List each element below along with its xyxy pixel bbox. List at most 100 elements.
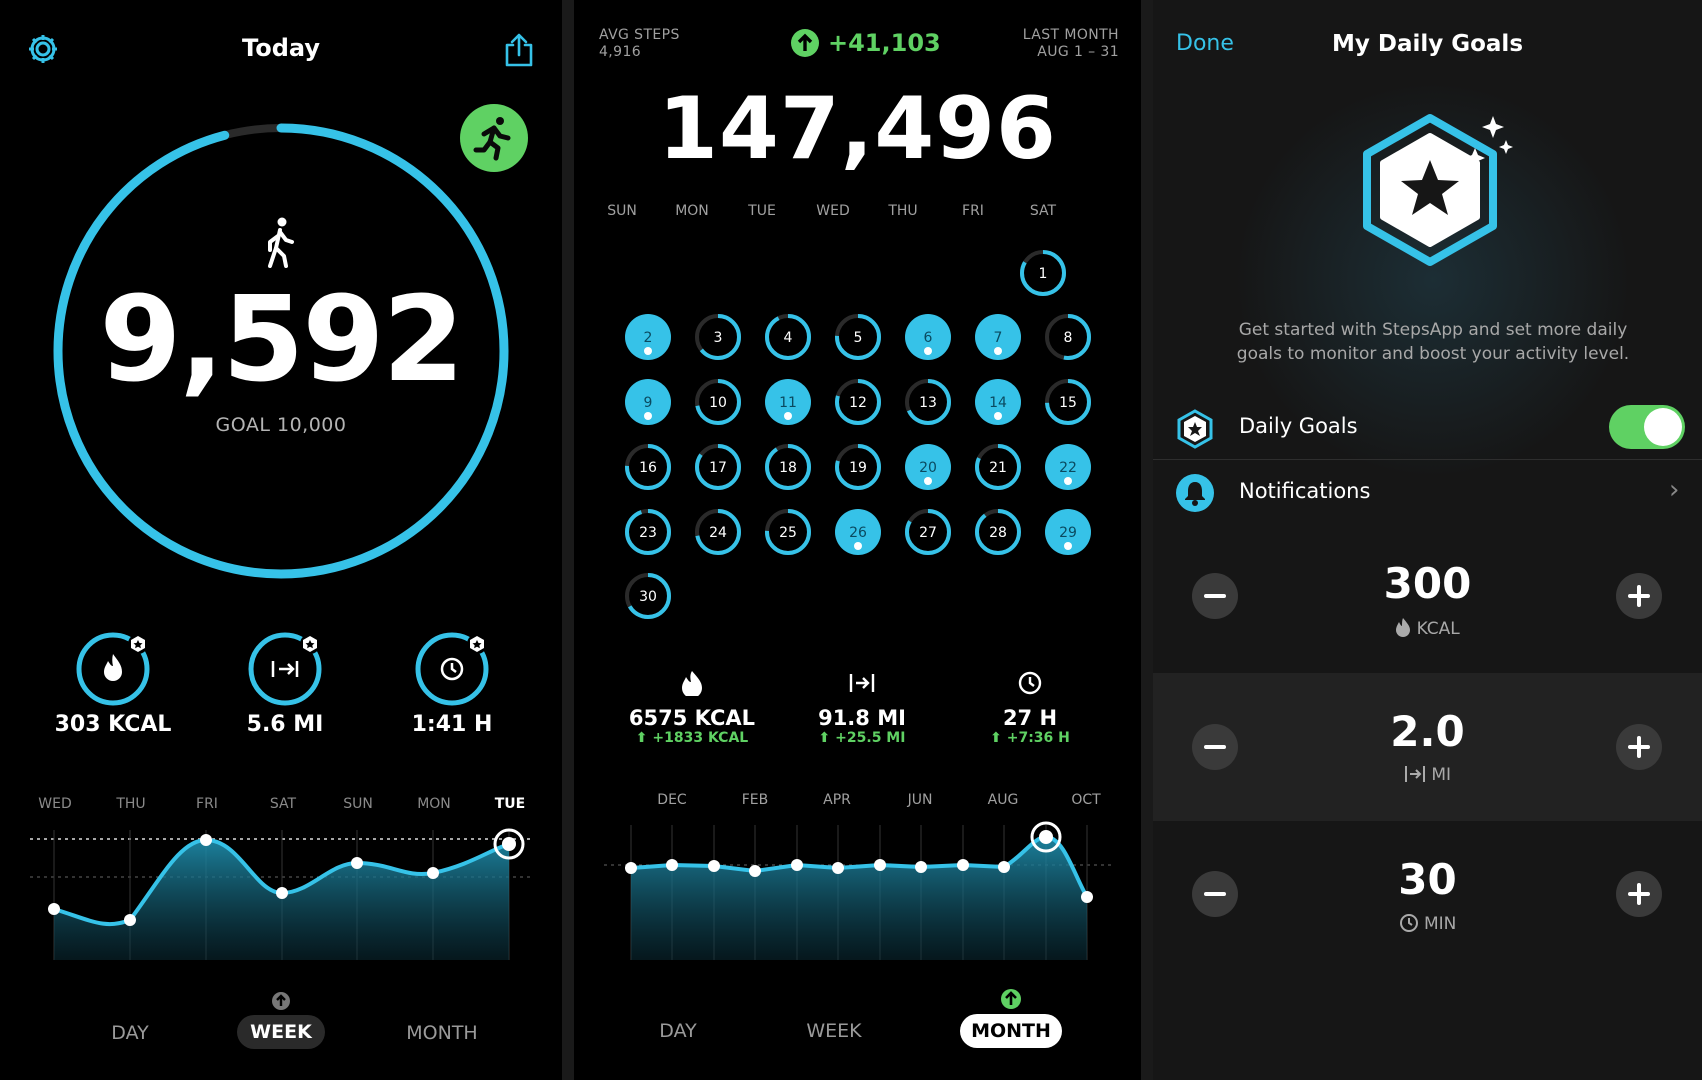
gear-icon[interactable]: [26, 32, 60, 66]
day-label: FRI: [196, 796, 218, 812]
distance-ring[interactable]: [246, 630, 324, 708]
today-screen: Today 9,592 GOAL 10,: [0, 0, 562, 1080]
svg-text:27: 27: [919, 525, 937, 541]
page-title: Today: [242, 34, 320, 62]
svg-text:28: 28: [989, 525, 1007, 541]
up-arrow-icon: [272, 992, 290, 1010]
svg-text:12: 12: [849, 395, 867, 411]
year-steps-chart: [604, 821, 1114, 960]
segment-week[interactable]: WEEK: [806, 1020, 862, 1042]
chevron-right-icon: ›: [1669, 475, 1680, 505]
month-label: OCT: [1071, 792, 1101, 808]
minus-button[interactable]: [1192, 573, 1238, 619]
period-block: LAST MONTH AUG 1 – 31: [1023, 27, 1119, 61]
daily-goals-row[interactable]: Daily Goals: [1153, 396, 1702, 460]
month-time: 27 H ⬆ +7:36 H: [935, 706, 1125, 746]
goals-description: Get started with StepsApp and set more d…: [1236, 320, 1630, 364]
goal-badge-small-icon: [1177, 409, 1213, 449]
month-calendar[interactable]: 1 2 3 4 5 6 7 8 9 10 11 12 13 14 15 16 1…: [574, 240, 1141, 630]
period-label: LAST MONTH: [1022, 27, 1119, 43]
daily-goals-toggle[interactable]: [1609, 405, 1685, 449]
svg-text:26: 26: [849, 525, 867, 541]
svg-text:30: 30: [639, 589, 657, 605]
weekday-label: FRI: [962, 203, 984, 219]
share-icon[interactable]: [502, 32, 536, 68]
distance-goal-stepper: 2.0 MI: [1153, 673, 1702, 821]
calendar-day-1: 1: [1020, 250, 1066, 296]
month-label: JUN: [907, 792, 933, 808]
day-label: SAT: [269, 796, 297, 812]
time-goal-stepper: 30 MIN: [1153, 821, 1702, 969]
month-kcal: 6575 KCAL ⬆ +1833 KCAL: [597, 706, 787, 746]
plus-button[interactable]: [1616, 871, 1662, 917]
svg-text:1: 1: [1039, 266, 1048, 282]
month-label: DEC: [657, 792, 687, 808]
minus-button[interactable]: [1192, 724, 1238, 770]
avg-steps-label: AVG STEPS: [599, 27, 680, 43]
month-delta: +41,103: [790, 28, 941, 58]
svg-text:3: 3: [714, 330, 723, 346]
svg-text:5: 5: [854, 330, 863, 346]
month-label: AUG: [987, 792, 1019, 808]
month-label: APR: [823, 792, 851, 808]
walking-icon: [268, 217, 294, 268]
svg-text:29: 29: [1059, 525, 1077, 541]
month-label: FEB: [741, 792, 769, 808]
svg-text:21: 21: [989, 460, 1007, 476]
segment-month[interactable]: MONTH: [406, 1022, 478, 1044]
plus-icon: [1628, 736, 1650, 758]
svg-text:10: 10: [709, 395, 727, 411]
notifications-label: Notifications: [1239, 479, 1371, 503]
svg-text:23: 23: [639, 525, 657, 541]
svg-text:7: 7: [994, 330, 1003, 346]
segment-week[interactable]: WEEK: [237, 1015, 325, 1049]
svg-text:17: 17: [709, 460, 727, 476]
weekday-label: TUE: [748, 203, 776, 219]
weekday-label: MON: [675, 203, 709, 219]
clock-icon: [1399, 914, 1418, 932]
month-distance-delta: ⬆ +25.5 MI: [818, 730, 906, 746]
svg-text:2: 2: [644, 330, 653, 346]
plus-icon: [1628, 585, 1650, 607]
done-button[interactable]: Done: [1176, 31, 1234, 56]
month-total-steps: 147,496: [658, 79, 1057, 179]
month-screen: AVG STEPS 4,916 +41,103 LAST MONTH AUG 1…: [574, 0, 1141, 1080]
step-count: 9,592: [99, 270, 464, 408]
plus-button[interactable]: [1616, 573, 1662, 619]
segment-day[interactable]: DAY: [111, 1022, 149, 1044]
step-progress-ring: [53, 123, 509, 579]
segment-month[interactable]: MONTH: [960, 1014, 1062, 1048]
month-kcal-value: 6575 KCAL: [628, 706, 756, 730]
time-ring[interactable]: [413, 630, 491, 708]
svg-text:24: 24: [709, 525, 727, 541]
weekday-label: SUN: [607, 203, 637, 219]
svg-text:4: 4: [784, 330, 793, 346]
svg-text:9: 9: [644, 395, 653, 411]
svg-text:25: 25: [779, 525, 797, 541]
plus-button[interactable]: [1616, 724, 1662, 770]
running-icon: [473, 117, 511, 161]
daily-goals-screen: Done My Daily Goals Get started with Ste…: [1153, 0, 1702, 1080]
kcal-goal-stepper: 300 KCAL: [1153, 525, 1702, 673]
week-steps-chart: [30, 828, 530, 960]
svg-text:6: 6: [924, 330, 933, 346]
day-label: MON: [417, 796, 451, 812]
plus-icon: [1628, 883, 1650, 905]
segment-day[interactable]: DAY: [659, 1020, 697, 1042]
distance-value: 5.6 MI: [246, 712, 324, 737]
flame-icon: [1396, 618, 1411, 637]
distance-goal-value: 2.0: [1390, 707, 1465, 756]
notifications-row[interactable]: Notifications ›: [1153, 461, 1702, 525]
kcal-goal-unit: KCAL: [1153, 617, 1702, 639]
day-label-today: TUE: [494, 796, 526, 812]
kcal-ring[interactable]: [74, 630, 152, 708]
day-label: SUN: [343, 796, 373, 812]
month-distance: 91.8 MI ⬆ +25.5 MI: [767, 706, 957, 746]
svg-text:11: 11: [779, 395, 797, 411]
distance-icon: [1404, 766, 1425, 782]
activity-badge[interactable]: [460, 104, 528, 172]
clock-icon: [440, 657, 464, 681]
minus-button[interactable]: [1192, 871, 1238, 917]
flame-icon: [682, 671, 702, 696]
svg-text:22: 22: [1059, 460, 1077, 476]
